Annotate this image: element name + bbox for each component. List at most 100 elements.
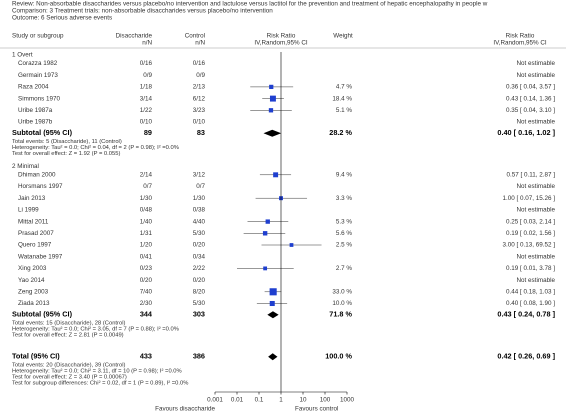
control-count: 3/23 — [193, 107, 206, 114]
weight-square — [263, 266, 268, 271]
weight: 9.4 % — [336, 171, 353, 178]
risk-ratio: 0.43 [ 0.14, 1.36 ] — [506, 95, 555, 102]
risk-ratio: 3.00 [ 0.13, 69.52 ] — [502, 242, 555, 249]
control-count: 0/38 — [193, 207, 206, 214]
weight: 5.6 % — [336, 230, 353, 237]
treat-count: 89 — [144, 128, 152, 137]
risk-ratio: Not estimable — [517, 183, 556, 190]
treat-count: 1/18 — [140, 84, 153, 91]
column-header: n/N — [142, 40, 152, 47]
summary-diamond — [268, 353, 278, 361]
risk-ratio: 0.36 [ 0.04, 3.57 ] — [506, 84, 555, 91]
control-count: 386 — [193, 352, 205, 361]
summary-diamond — [263, 129, 282, 137]
control-count: 0/20 — [193, 277, 206, 284]
weight: 71.8 % — [329, 310, 352, 319]
x-tick-label: 1 — [279, 397, 283, 404]
x-tick-label: 0.01 — [231, 397, 244, 404]
study-name: Uribe 1987a — [18, 107, 53, 114]
outcome-line: Outcome: 6 Serious adverse events — [12, 15, 112, 22]
study-name: Ziada 2013 — [18, 300, 50, 307]
control-count: 2/22 — [193, 265, 206, 272]
summary-note: Test for overall effect: Z = 1.92 (P = 0… — [12, 151, 120, 157]
treat-count: 7/40 — [140, 288, 153, 295]
column-header: Risk Ratio — [506, 33, 535, 40]
study-name: Yao 2014 — [18, 277, 45, 284]
summary-note: Test for subgroup differences: Chi² = 0.… — [12, 380, 188, 386]
risk-ratio: 1.00 [ 0.07, 15.26 ] — [502, 195, 555, 202]
group-name: 2 Minimal — [12, 163, 39, 170]
risk-ratio: 0.57 [ 0.11, 2.87 ] — [506, 171, 555, 178]
weight: 3.3 % — [336, 195, 353, 202]
control-count: 0/9 — [196, 72, 205, 79]
study-name: Corazza 1982 — [18, 60, 58, 67]
summary-note: Heterogeneity: Tau² = 0.0; Chi² = 0.04, … — [12, 145, 179, 151]
weight-square — [289, 243, 294, 247]
risk-ratio: 0.42 [ 0.26, 0.69 ] — [497, 352, 555, 361]
control-count: 0/34 — [193, 253, 206, 260]
column-header: IV,Random,95% CI — [493, 40, 547, 47]
study-name: Mittal 2011 — [18, 218, 49, 225]
control-count: 83 — [197, 128, 205, 137]
x-tick-label: 10 — [299, 397, 307, 404]
summary-note: Test for overall effect: Z = 3.40 (P = 0… — [12, 374, 127, 380]
column-header: n/N — [195, 40, 205, 47]
column-header: Study or subgroup — [12, 33, 64, 40]
treat-count: 0/48 — [140, 207, 153, 214]
risk-ratio: 0.40 [ 0.08, 1.90 ] — [506, 300, 555, 307]
control-count: 0/7 — [196, 183, 205, 190]
treat-count: 1/22 — [140, 107, 153, 114]
weight: 10.0 % — [332, 300, 352, 307]
treat-count: 3/14 — [140, 95, 153, 102]
weight-square — [269, 300, 275, 307]
control-count: 1/30 — [193, 195, 206, 202]
review-line: Review: Non-absorbable disaccharides ver… — [12, 1, 488, 8]
risk-ratio: Not estimable — [517, 277, 556, 284]
study-name: Xing 2003 — [18, 265, 47, 272]
weight: 4.7 % — [336, 84, 353, 91]
weight-square — [265, 219, 270, 224]
summary-note: Heterogeneity: Tau² = 0.0; Chi² = 3.11, … — [12, 368, 182, 374]
column-header: Weight — [333, 33, 353, 40]
weight: 2.7 % — [336, 265, 353, 272]
study-name: Zeng 2003 — [18, 288, 49, 295]
treat-count: 2/30 — [140, 300, 153, 307]
risk-ratio: Not estimable — [517, 253, 556, 260]
treat-count: 0/7 — [143, 183, 152, 190]
treat-count: 0/9 — [143, 72, 152, 79]
weight: 33.0 % — [332, 288, 352, 295]
study-name: Uribe 1987b — [18, 119, 53, 126]
risk-ratio: 0.25 [ 0.03, 2.14 ] — [506, 218, 555, 225]
treat-count: 1/20 — [140, 242, 153, 249]
treat-count: 0/41 — [140, 253, 153, 260]
control-count: 5/30 — [193, 230, 206, 237]
study-name: Horsmans 1997 — [18, 183, 63, 190]
risk-ratio: Not estimable — [517, 60, 556, 67]
subtotal-label: Subtotal (95% CI) — [12, 310, 73, 319]
summary-note: Total events: 15 (Disaccharide), 28 (Con… — [12, 320, 125, 326]
risk-ratio: 0.35 [ 0.04, 3.10 ] — [506, 107, 555, 114]
treat-count: 344 — [140, 310, 153, 319]
treat-count: 2/14 — [140, 171, 153, 178]
risk-ratio: Not estimable — [517, 72, 556, 79]
treat-count: 0/16 — [140, 60, 153, 67]
study-name: Raza 2004 — [18, 84, 49, 91]
weight-square — [268, 108, 274, 113]
control-count: 2/13 — [193, 84, 206, 91]
study-name: Li 1999 — [18, 207, 39, 214]
treat-count: 433 — [140, 352, 152, 361]
risk-ratio: 0.43 [ 0.24, 0.78 ] — [497, 310, 555, 319]
control-count: 5/30 — [193, 300, 206, 307]
treat-count: 0/10 — [140, 119, 153, 126]
column-header: Control — [185, 33, 205, 40]
treat-count: 0/20 — [140, 277, 153, 284]
x-tick-label: 0.1 — [255, 397, 264, 404]
weight-square — [273, 172, 279, 178]
column-header: Disaccharide — [116, 33, 153, 40]
x-tick-label: 1000 — [340, 397, 355, 404]
control-count: 8/20 — [193, 288, 206, 295]
summary-note: Test for overall effect: Z = 2.81 (P = 0… — [12, 332, 124, 338]
study-name: Germain 1973 — [18, 72, 58, 79]
control-count: 0/10 — [193, 119, 206, 126]
study-name: Dhiman 2000 — [18, 171, 56, 178]
